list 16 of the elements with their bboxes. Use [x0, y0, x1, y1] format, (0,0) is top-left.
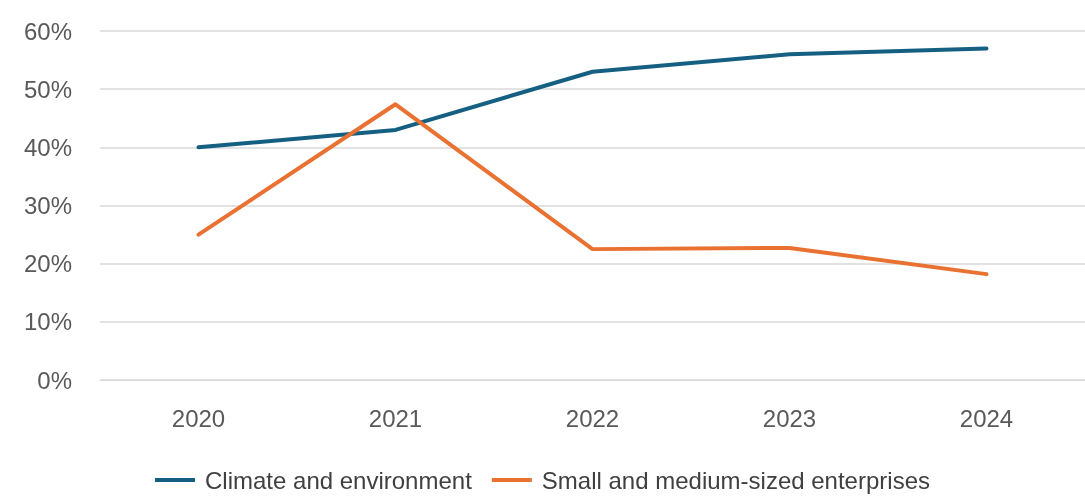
line-series [196, 46, 989, 150]
y-tick-label: 50% [23, 75, 72, 103]
y-tick-label: 10% [23, 308, 72, 336]
y-tick-label: 60% [23, 17, 72, 45]
legend-label: Climate and environment [205, 466, 473, 494]
x-tick-label: 2023 [762, 404, 817, 432]
x-tick-label: 2022 [565, 404, 620, 432]
x-tick-label: 2024 [959, 404, 1014, 432]
y-tick-label: 30% [23, 192, 72, 219]
x-tick-label: 2020 [171, 404, 226, 432]
legend-label: Small and medium-sized enterprises [541, 466, 930, 494]
line-series [196, 102, 989, 277]
y-tick-label: 20% [23, 250, 72, 278]
y-tick-label: 0% [37, 366, 72, 394]
x-tick-label: 2021 [368, 404, 423, 432]
y-tick-label: 40% [23, 133, 72, 161]
